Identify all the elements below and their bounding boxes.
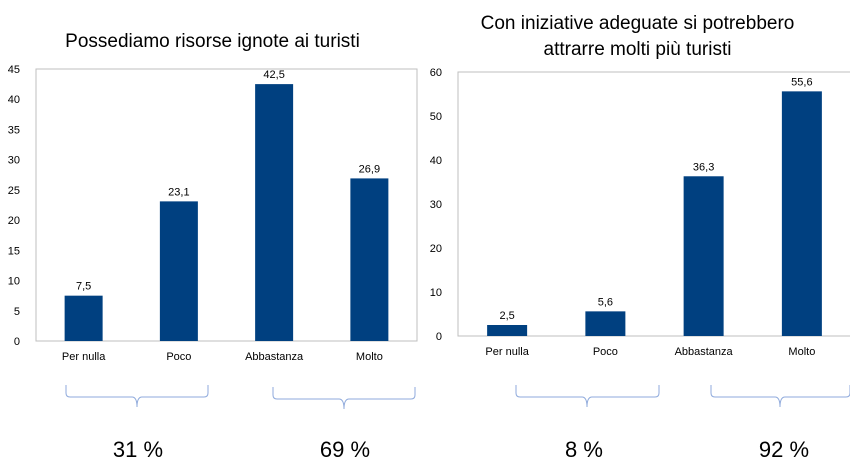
plot-frame: [457, 71, 850, 337]
x-tick-label: Per nulla: [62, 351, 106, 363]
y-tick-label: 35: [8, 124, 20, 136]
data-label: 36,3: [693, 161, 714, 173]
y-tick-label: 20: [430, 243, 442, 255]
data-label: 55,6: [791, 76, 812, 88]
bar: [487, 325, 528, 336]
y-tick-label: 40: [430, 155, 442, 167]
x-tick-label: Per nulla: [485, 346, 529, 358]
x-tick-label: Molto: [788, 346, 815, 358]
x-tick-label: Poco: [166, 351, 191, 363]
data-label: 26,9: [359, 163, 380, 175]
y-tick-label: 45: [8, 64, 20, 76]
data-label: 42,5: [263, 69, 284, 81]
y-tick-label: 30: [8, 155, 20, 167]
chart-left: Possediamo risorse ignote ai turisti 0 5 1…: [0, 0, 425, 462]
bracket: [710, 385, 850, 408]
bar: [255, 84, 294, 341]
bar: [781, 91, 822, 336]
x-tick-label: Abbastanza: [675, 346, 734, 358]
bar: [64, 295, 103, 341]
chart-title: Possediamo risorse ignote ai turisti: [65, 31, 360, 52]
chart-right: Con iniziative adeguate si potrebbero at…: [425, 0, 850, 462]
plot-frame: [35, 68, 418, 342]
y-tick-label: 40: [8, 94, 20, 106]
group-label-low: 8 %: [565, 437, 603, 462]
group-label-high: 92 %: [758, 437, 810, 462]
bracket: [515, 385, 660, 408]
y-tick-label: 25: [8, 185, 20, 197]
x-tick-label: Abbastanza: [245, 351, 304, 363]
bar: [350, 178, 389, 341]
data-label: 7,5: [76, 281, 91, 293]
x-tick-label: Molto: [356, 351, 383, 363]
data-label: 2,5: [499, 310, 514, 322]
group-label-high: 69 %: [319, 437, 371, 462]
data-label: 23,1: [168, 186, 189, 198]
y-tick-label: 0: [14, 336, 20, 348]
y-tick-label: 60: [430, 67, 442, 79]
y-tick-label: 10: [8, 276, 20, 288]
bracket: [65, 385, 209, 408]
bar: [683, 176, 724, 336]
x-tick-label: Poco: [593, 346, 618, 358]
group-label-low: 31 %: [112, 437, 164, 462]
y-tick-label: 20: [8, 215, 20, 227]
y-tick-label: 5: [14, 306, 20, 318]
chart-title-line-2: attrarre molti più turisti: [543, 39, 732, 60]
chart-title-line-1: Con iniziative adeguate si potrebbero: [480, 13, 795, 34]
y-tick-label: 0: [436, 331, 442, 343]
chart-left-plot: 0 5 10 15 20 25 30 35 40 45 7,5 Per nulla 23,1 Poco 42…: [8, 64, 418, 410]
chart-right-plot: 0 10 20 30 40 50 60 2,5 Per nulla 5,6 Poco 36,3 Abba…: [430, 67, 850, 408]
bracket: [272, 387, 416, 410]
y-tick-label: 15: [8, 245, 20, 257]
bar: [159, 201, 198, 341]
y-tick-label: 10: [430, 287, 442, 299]
bar: [585, 311, 626, 336]
y-tick-label: 50: [430, 111, 442, 123]
y-tick-label: 30: [430, 199, 442, 211]
data-label: 5,6: [598, 296, 613, 308]
